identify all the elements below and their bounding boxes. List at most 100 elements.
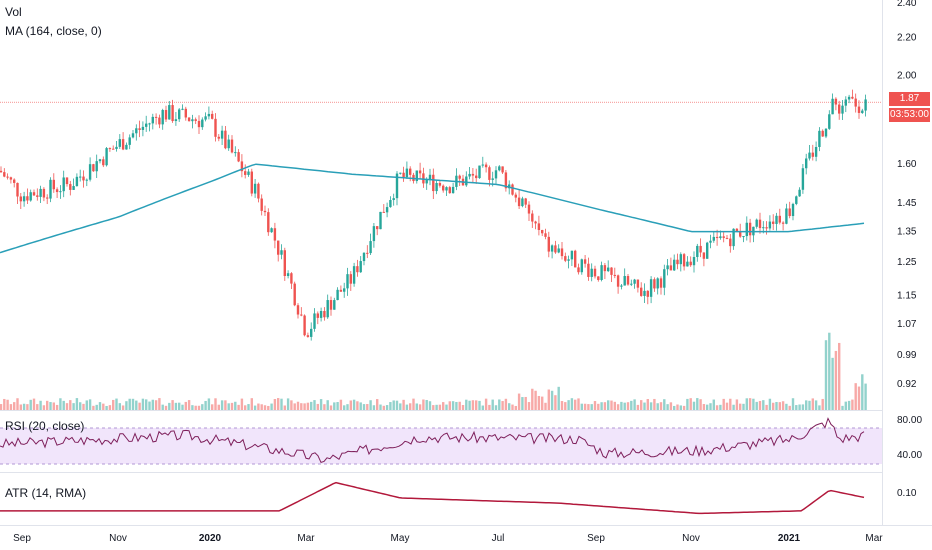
candle	[329, 296, 333, 316]
candle	[557, 244, 560, 254]
volume-bar	[748, 398, 752, 410]
volume-bar	[494, 405, 498, 410]
candle	[69, 180, 72, 196]
volume-bar	[564, 402, 567, 410]
candle	[864, 94, 867, 117]
volume-bar	[148, 401, 151, 410]
volume-bar	[102, 403, 105, 410]
candle	[151, 113, 154, 130]
volume-bar	[356, 401, 359, 410]
volume-bar	[211, 404, 214, 410]
candle	[244, 164, 247, 179]
volume-bar	[699, 399, 702, 410]
volume-bar	[296, 401, 300, 410]
legend-rsi[interactable]: RSI (20, close)	[5, 419, 85, 433]
volume-bar	[844, 401, 847, 410]
volume-bar	[220, 400, 224, 410]
candle	[415, 170, 418, 184]
volume-bar	[128, 398, 131, 410]
volume-bar	[237, 404, 240, 410]
candle	[478, 165, 481, 179]
candle	[214, 113, 217, 142]
candle	[356, 259, 359, 277]
volume-bar	[864, 383, 867, 410]
candle	[610, 267, 613, 282]
volume-bar	[46, 400, 49, 410]
candle	[201, 117, 204, 130]
volume-bar	[725, 402, 729, 410]
volume-bar	[702, 404, 706, 410]
candle	[834, 97, 838, 111]
legend-ma[interactable]: MA (164, close, 0)	[5, 24, 102, 38]
legend-atr[interactable]: ATR (14, RMA)	[5, 486, 87, 500]
volume-bar	[593, 401, 597, 410]
candle	[79, 169, 82, 182]
volume-bar	[847, 400, 851, 410]
candle	[260, 194, 263, 216]
volume-bar	[785, 403, 788, 410]
legend-volume[interactable]: Vol	[5, 5, 22, 19]
volume-bar	[366, 404, 369, 410]
candle	[567, 255, 570, 269]
candle	[366, 245, 369, 259]
candle	[435, 179, 438, 195]
candle	[574, 249, 577, 268]
volume-bar	[105, 405, 108, 410]
candle	[428, 168, 432, 186]
volume-bar	[9, 404, 13, 410]
candle	[432, 168, 435, 200]
price-tick-label: 2.00	[897, 70, 917, 81]
volume-bar	[207, 398, 211, 410]
candle	[438, 181, 442, 188]
volume-bar	[791, 398, 795, 410]
candle	[511, 183, 514, 196]
candle	[22, 191, 26, 207]
volume-bar	[382, 405, 385, 410]
candle	[379, 211, 382, 230]
candle	[211, 110, 214, 120]
candle	[108, 147, 112, 152]
candle	[267, 208, 270, 236]
volume-bar	[250, 398, 253, 410]
volume-bar	[227, 403, 230, 410]
time-axis-labels: Sep Nov 2020 Mar May Jul Sep Nov 2021 Mar	[13, 533, 883, 544]
candle	[824, 127, 828, 139]
volume-bar	[531, 388, 534, 410]
price-tick-label: 0.92	[897, 379, 917, 390]
volume-bar	[65, 403, 69, 410]
volume-bar	[828, 332, 831, 410]
time-tick-label: Sep	[587, 533, 605, 544]
volume-bar	[649, 402, 653, 410]
candle	[560, 241, 564, 260]
volume-bar	[623, 402, 626, 410]
volume-bar	[247, 404, 250, 410]
volume-bar	[778, 402, 781, 410]
candle	[187, 117, 191, 122]
candle	[547, 231, 550, 258]
rsi-tick-label: 40.00	[897, 450, 922, 461]
candle	[778, 208, 781, 225]
candle	[494, 166, 498, 184]
candle	[646, 290, 649, 305]
volume-bar	[570, 398, 574, 410]
volume-bar	[508, 403, 511, 410]
volume-bar	[26, 404, 29, 410]
candle	[257, 182, 260, 203]
volume-bar	[798, 404, 801, 410]
volume-bar	[62, 400, 65, 410]
candle	[620, 283, 623, 290]
volume-bar	[583, 403, 587, 410]
volume-bar	[6, 399, 9, 410]
candle	[630, 279, 633, 287]
candle	[418, 162, 422, 180]
volume-bar	[158, 398, 161, 410]
candle	[336, 287, 339, 301]
candle	[303, 314, 306, 337]
price-tick-label: 1.25	[897, 257, 917, 268]
candle	[715, 229, 719, 246]
volume-bar	[801, 404, 805, 410]
volume-bar	[79, 402, 82, 410]
volume-bar	[861, 374, 864, 410]
candle	[745, 216, 748, 241]
